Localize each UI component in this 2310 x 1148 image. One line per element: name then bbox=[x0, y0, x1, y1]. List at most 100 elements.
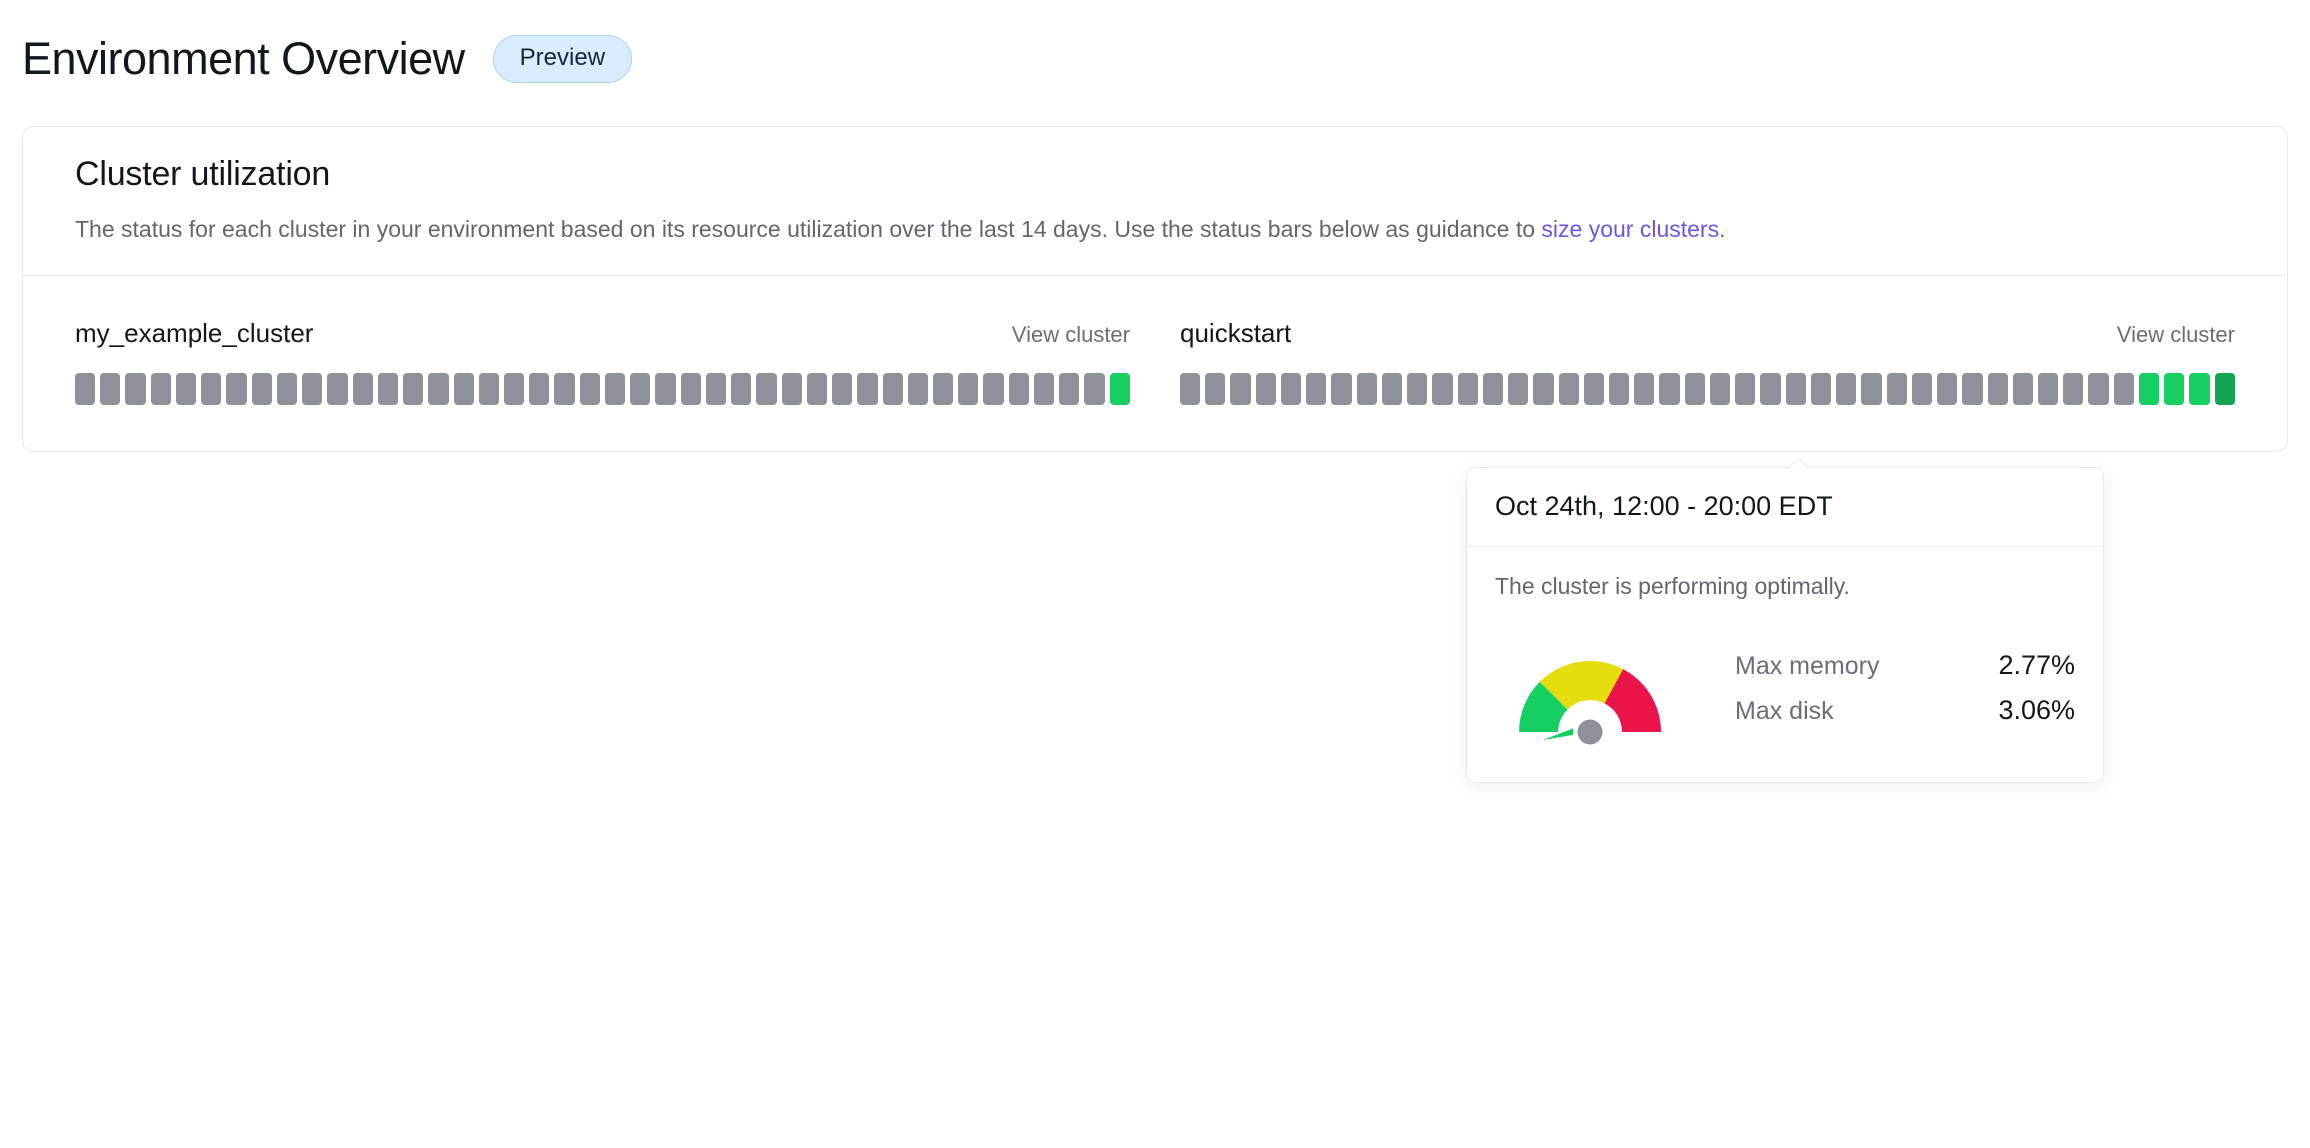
status-bar-segment[interactable] bbox=[428, 373, 449, 406]
status-bar-segment[interactable] bbox=[756, 373, 777, 406]
status-bar-segment[interactable] bbox=[150, 373, 171, 406]
status-bar-segment[interactable] bbox=[1659, 373, 1680, 406]
status-bar-segment[interactable] bbox=[2214, 373, 2235, 406]
status-bar-segment[interactable] bbox=[655, 373, 676, 406]
card-title: Cluster utilization bbox=[75, 155, 331, 193]
status-bar-segment[interactable] bbox=[1008, 373, 1029, 406]
status-bar-segment[interactable] bbox=[806, 373, 828, 406]
metric-label-max-memory: Max memory bbox=[1735, 652, 1880, 680]
cluster-header: quickstart View cluster bbox=[1180, 318, 2235, 349]
size-your-clusters-link[interactable]: size your clusters bbox=[1541, 216, 1720, 242]
status-bar-segment[interactable] bbox=[1033, 373, 1055, 406]
status-bar-segment[interactable] bbox=[1760, 373, 1781, 406]
tooltip-arrow bbox=[1787, 457, 1809, 468]
status-bar-segment[interactable] bbox=[1533, 373, 1554, 406]
status-bar-segment[interactable] bbox=[478, 373, 499, 406]
status-bar-segment[interactable] bbox=[226, 373, 247, 406]
status-bar-segment[interactable] bbox=[1407, 373, 1428, 406]
status-bar-segment[interactable] bbox=[781, 373, 802, 406]
status-bar-segment[interactable] bbox=[1381, 373, 1403, 406]
status-bar-segment[interactable] bbox=[453, 373, 474, 406]
status-bar-segment[interactable] bbox=[907, 373, 928, 406]
status-bar-segment[interactable] bbox=[2088, 373, 2109, 406]
status-bar-segment[interactable] bbox=[403, 373, 424, 406]
metric-value-max-memory: 2.77% bbox=[1998, 650, 2075, 680]
status-bar-segment[interactable] bbox=[1962, 373, 1983, 406]
status-bar-segment[interactable] bbox=[680, 373, 701, 406]
status-bar-segment[interactable] bbox=[302, 373, 323, 406]
tooltip-metrics: Max memory 2.77% Max disk 3.06% bbox=[1495, 628, 2075, 748]
status-bar-segment[interactable] bbox=[630, 373, 651, 406]
status-bar-segment[interactable] bbox=[857, 373, 878, 406]
status-bar-segment[interactable] bbox=[1634, 373, 1655, 406]
status-bar-segment[interactable] bbox=[2012, 373, 2033, 406]
metric-label-max-disk: Max disk bbox=[1735, 697, 1834, 725]
status-bar-segment[interactable] bbox=[327, 373, 348, 406]
status-bar-segment[interactable] bbox=[125, 373, 146, 406]
status-bar-segment[interactable] bbox=[100, 373, 121, 406]
status-bar-segment[interactable] bbox=[1886, 373, 1907, 406]
status-bar-segment[interactable] bbox=[1836, 373, 1857, 406]
status-bar-segment[interactable] bbox=[1608, 373, 1630, 406]
status-bar-segment[interactable] bbox=[983, 373, 1004, 406]
status-bar-segment[interactable] bbox=[377, 373, 399, 406]
status-bar-segment[interactable] bbox=[579, 373, 600, 406]
status-bar-segment[interactable] bbox=[2037, 373, 2059, 406]
status-bar-segment[interactable] bbox=[1684, 373, 1705, 406]
status-bar-segment[interactable] bbox=[554, 373, 575, 406]
status-bar-segment[interactable] bbox=[1180, 373, 1201, 406]
status-bar-segment[interactable] bbox=[1331, 373, 1352, 406]
metric-value-max-disk: 3.06% bbox=[1998, 695, 2075, 725]
status-bar-segment[interactable] bbox=[1735, 373, 1756, 406]
view-cluster-link[interactable]: View cluster bbox=[2116, 322, 2235, 348]
status-bar-segment[interactable] bbox=[932, 373, 954, 406]
status-bar-segment[interactable] bbox=[175, 373, 197, 406]
status-bar-segment[interactable] bbox=[276, 373, 298, 406]
status-bar-segment[interactable] bbox=[882, 373, 903, 406]
status-bar-segment[interactable] bbox=[832, 373, 853, 406]
status-bar-segment[interactable] bbox=[1084, 373, 1105, 406]
status-bar-segment[interactable] bbox=[2164, 373, 2185, 406]
status-bar-segment[interactable] bbox=[2189, 373, 2210, 406]
status-bar-segment[interactable] bbox=[1558, 373, 1579, 406]
status-bar-segment[interactable] bbox=[1280, 373, 1302, 406]
status-bar-segment[interactable] bbox=[1432, 373, 1453, 406]
status-bar-segment[interactable] bbox=[2138, 373, 2160, 406]
status-bar-segment[interactable] bbox=[1785, 373, 1806, 406]
status-bar-segment[interactable] bbox=[1987, 373, 2008, 406]
status-bar-segment[interactable] bbox=[1810, 373, 1832, 406]
status-bar-segment[interactable] bbox=[1255, 373, 1276, 406]
status-bar-segment[interactable] bbox=[1583, 373, 1604, 406]
status-bar-segment[interactable] bbox=[201, 373, 222, 406]
status-bar-segment[interactable] bbox=[75, 373, 96, 406]
status-bar-segment[interactable] bbox=[1861, 373, 1882, 406]
status-bar-segment[interactable] bbox=[1306, 373, 1327, 406]
status-bar-segment[interactable] bbox=[503, 373, 525, 406]
card-description-suffix: . bbox=[1719, 216, 1726, 242]
status-bar-segment[interactable] bbox=[1482, 373, 1504, 406]
status-bar-segment[interactable] bbox=[2063, 373, 2084, 406]
status-bar-segment[interactable] bbox=[1205, 373, 1226, 406]
status-bar-segment[interactable] bbox=[1508, 373, 1529, 406]
cluster-utilization-card: Cluster utilization The status for each … bbox=[22, 126, 2288, 453]
cluster-my-example-cluster: my_example_cluster View cluster bbox=[75, 318, 1130, 406]
status-bar-segment[interactable] bbox=[958, 373, 979, 406]
view-cluster-link[interactable]: View cluster bbox=[1011, 322, 1130, 348]
status-bar-segment[interactable] bbox=[1356, 373, 1377, 406]
status-bar-segment[interactable] bbox=[1709, 373, 1731, 406]
status-bar-segment[interactable] bbox=[1059, 373, 1080, 406]
status-bar-segment[interactable] bbox=[1109, 373, 1130, 406]
status-bar-segment[interactable] bbox=[1457, 373, 1478, 406]
status-bar-segment[interactable] bbox=[352, 373, 373, 406]
cluster-name: quickstart bbox=[1180, 318, 1292, 349]
status-bar-segment[interactable] bbox=[604, 373, 626, 406]
status-bar-segment[interactable] bbox=[529, 373, 550, 406]
status-bar-segment[interactable] bbox=[2113, 373, 2134, 406]
status-bar-segment[interactable] bbox=[251, 373, 272, 406]
status-bar-segment[interactable] bbox=[1911, 373, 1933, 406]
status-bar-segment[interactable] bbox=[705, 373, 727, 406]
status-bar-segment[interactable] bbox=[1230, 373, 1251, 406]
page-header: Environment Overview Preview bbox=[0, 0, 2310, 100]
status-bar-segment[interactable] bbox=[1937, 373, 1958, 406]
status-bar-segment[interactable] bbox=[731, 373, 752, 406]
